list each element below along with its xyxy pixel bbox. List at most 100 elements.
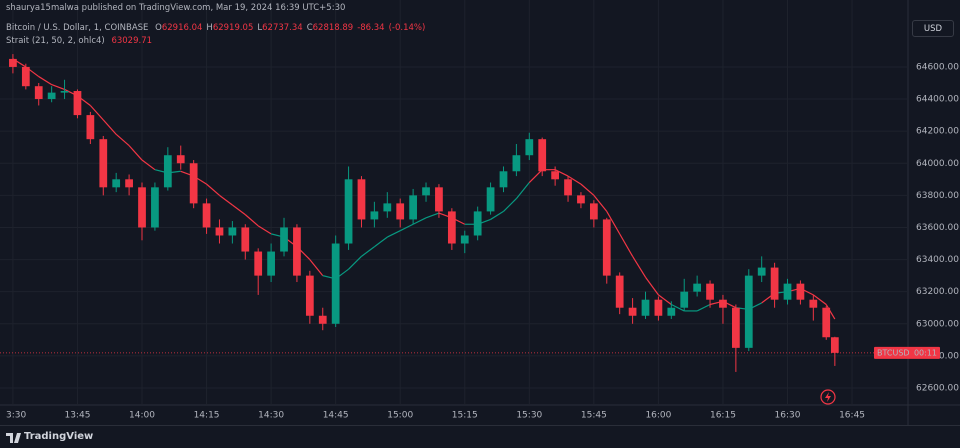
indicator-segment (580, 183, 595, 196)
candle-body (228, 227, 237, 236)
candle-body (564, 179, 572, 196)
candle-body (151, 187, 159, 228)
attribution: shaurya15malwa published on TradingView.… (6, 3, 346, 13)
indicator-segment (696, 303, 711, 312)
y-tick-label: 64400.00 (916, 95, 959, 105)
candle-body (163, 155, 172, 188)
y-tick-label: 63600.00 (916, 223, 959, 233)
indicator-segment (658, 294, 672, 305)
candle-body (112, 179, 121, 188)
y-tick-label: 64200.00 (916, 127, 959, 137)
indicator-segment (115, 133, 130, 147)
indicator-segment (645, 276, 659, 296)
candle-body (383, 203, 392, 212)
y-tick-label: 63000.00 (916, 319, 959, 329)
candle-body (783, 283, 792, 300)
ohlc-letter: O (155, 23, 162, 33)
change-pct: (-0.14%) (388, 23, 426, 33)
currency-button[interactable]: USD (912, 20, 954, 37)
candle-body (318, 315, 327, 324)
ohlc-letter: L (257, 23, 263, 33)
ohlc-letter: C (306, 23, 313, 33)
candle-body (770, 267, 779, 300)
candle-body (73, 91, 82, 116)
candle-body (667, 307, 676, 316)
candle-body (830, 337, 839, 353)
y-tick-label: 62600.00 (916, 383, 959, 393)
candle-body (293, 227, 301, 276)
candle-body (473, 211, 482, 236)
candle-body (125, 179, 133, 188)
price-tag (874, 346, 940, 359)
x-tick-label: 15:00 (387, 411, 413, 421)
price-tag-symbol: BTCUSD (877, 348, 910, 357)
x-tick-label: 15:45 (581, 411, 607, 421)
symbol-legend: Bitcoin / U.S. Dollar, 1, COINBASE O6291… (6, 23, 429, 33)
x-tick-label: 14:45 (323, 411, 349, 421)
y-tick-label: 63200.00 (916, 287, 959, 297)
candle-body (357, 179, 366, 220)
x-tick-label: 16:15 (710, 411, 736, 421)
candle-body (409, 195, 417, 220)
candle-body (757, 267, 766, 276)
indicator-segment (89, 105, 104, 121)
candle-body (176, 155, 185, 164)
ohlc-value: 62916.04 (161, 23, 203, 33)
candle-body (99, 139, 108, 188)
candle-body (731, 307, 740, 348)
indicator-segment (399, 223, 414, 232)
candle-body (280, 227, 288, 252)
indicator-segment (619, 233, 634, 257)
candle-body (305, 275, 314, 316)
y-tick-label: 63800.00 (916, 191, 959, 201)
indicator-segment (257, 225, 272, 235)
candle-body (9, 58, 17, 67)
candle-body (21, 66, 30, 87)
candle-body (577, 195, 585, 204)
ohlc-value: 62737.34 (262, 23, 303, 33)
candle-body (796, 283, 805, 300)
candle-body (809, 299, 818, 308)
x-tick-label: 16:30 (775, 411, 801, 421)
candle-body (538, 139, 547, 172)
indicator-segment (38, 76, 52, 86)
candle-body (822, 307, 831, 338)
candle-body (370, 211, 379, 220)
x-tick-label: 16:45 (839, 411, 865, 421)
candle-body (331, 243, 340, 324)
x-tick-label: 3:30 (6, 411, 26, 421)
indicator-segment (490, 210, 504, 220)
indicator-segment (825, 304, 836, 320)
alert-bolt (825, 392, 831, 402)
indicator-segment (387, 230, 401, 238)
candle-body (47, 92, 56, 100)
indicator-segment (503, 198, 517, 212)
candle-body (525, 139, 534, 156)
candle-body (706, 283, 714, 300)
candle-body (641, 299, 650, 316)
x-tick-label: 14:15 (194, 411, 220, 421)
candle-body (254, 251, 263, 276)
price-tag-countdown: 00:11 (914, 348, 937, 357)
indicator-segment (632, 256, 647, 278)
candle-body (215, 227, 224, 236)
candle-body (486, 187, 495, 212)
candle-body (602, 219, 611, 276)
x-tick-label: 14:00 (129, 411, 155, 421)
ohlc-value: 62818.89 (312, 23, 354, 33)
candle-body (654, 299, 663, 316)
indicator-segment (102, 119, 117, 135)
candle-body (719, 299, 727, 308)
x-tick-label: 14:30 (258, 411, 284, 421)
candle-body (396, 203, 405, 220)
candle-body (447, 211, 456, 244)
indicator-segment (309, 259, 324, 276)
symbol: Bitcoin / U.S. Dollar, 1, COINBASE (6, 23, 149, 33)
x-tick-label: 15:15 (452, 411, 478, 421)
candle-body (422, 187, 430, 196)
candle-body (138, 187, 146, 228)
indicator-name: Strait (21, 50, 2, ohlc4) (6, 36, 105, 46)
change: -86.34 (357, 23, 385, 33)
candle-body (589, 203, 598, 220)
alert-icon[interactable] (820, 389, 836, 405)
